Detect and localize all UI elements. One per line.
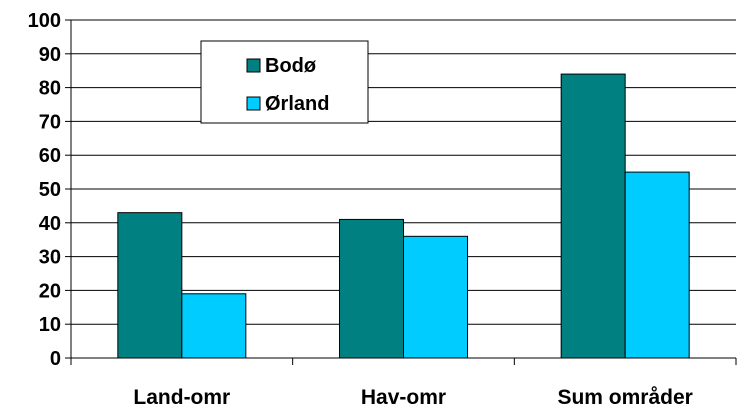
y-tick-label: 90 <box>39 44 61 66</box>
legend-box <box>200 40 369 124</box>
bar-orland <box>403 235 468 359</box>
y-tick-label: 100 <box>28 10 61 32</box>
y-tick-label: 80 <box>39 78 61 100</box>
legend-swatch <box>246 58 261 73</box>
y-tick-label: 30 <box>39 247 61 269</box>
legend-swatch <box>246 96 261 111</box>
bar-bodo <box>117 212 183 359</box>
x-category-label: Sum områder <box>557 386 692 408</box>
y-tick-label: 40 <box>39 213 61 235</box>
y-tick-label: 20 <box>39 280 61 302</box>
y-tick-label: 10 <box>39 314 61 336</box>
y-tick-label: 0 <box>50 348 61 370</box>
y-tick-label: 70 <box>39 111 61 133</box>
legend-label: Ørland <box>265 93 329 115</box>
y-tick-label: 60 <box>39 145 61 167</box>
x-category-label: Hav-omr <box>361 386 446 408</box>
bar-orland <box>624 171 690 359</box>
x-category-label: Land-omr <box>133 386 230 408</box>
legend: Bodø Ørland <box>200 40 369 124</box>
y-tick-label: 50 <box>39 179 61 201</box>
bar-orland <box>181 293 247 359</box>
bar-bodo <box>339 218 404 359</box>
legend-label: Bodø <box>265 55 317 77</box>
bar-bodo <box>560 73 626 359</box>
axes: 0 10 20 30 40 50 60 70 80 90 100 Land-omr Hav-omr Sum… <box>28 10 737 409</box>
